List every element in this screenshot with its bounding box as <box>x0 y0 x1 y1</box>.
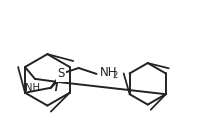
Text: S: S <box>57 67 64 80</box>
Text: 2: 2 <box>112 71 118 80</box>
Text: NH: NH <box>25 83 41 93</box>
Text: NH: NH <box>99 66 117 79</box>
